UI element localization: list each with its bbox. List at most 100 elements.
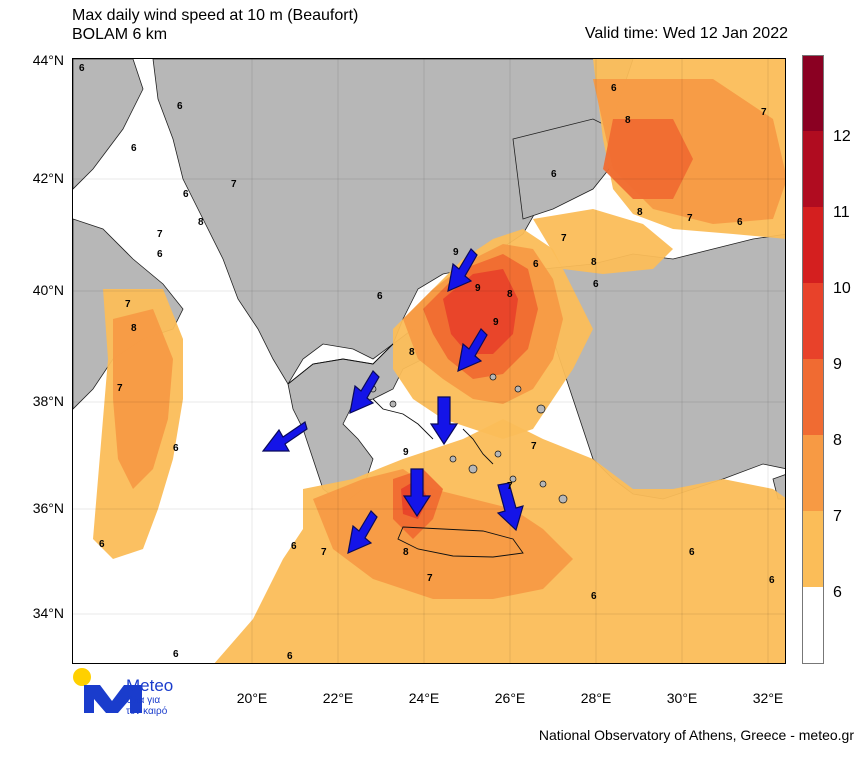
contour-label: 6 [287, 651, 293, 662]
graticule [73, 59, 785, 663]
colorbar-label: 11 [833, 204, 850, 221]
contour-label: 7 [427, 573, 433, 584]
contour-label: 9 [493, 317, 499, 328]
valid-time: Valid time: Wed 12 Jan 2022 [584, 25, 788, 42]
contour-label: 9 [403, 447, 409, 458]
colorbar-segment [803, 435, 823, 511]
title-line-2: BOLAM 6 km [72, 26, 168, 43]
wind-shading [93, 59, 785, 663]
lon-label: 28°E [580, 690, 612, 706]
land-italy [73, 59, 144, 190]
arrow-north-aegean [447, 248, 478, 293]
beaufort-colorbar [802, 55, 824, 664]
contour-label: 7 [231, 179, 237, 190]
contour-label: 9 [453, 247, 459, 258]
lat-label: 44°N [32, 52, 64, 68]
contour-label: 6 [551, 169, 557, 180]
lon-label: 24°E [408, 690, 440, 706]
contour-label: 8 [637, 207, 643, 218]
contour-label: 6 [79, 63, 85, 74]
contour-labels: 6 6 6 6 7 8 7 6 7 8 7 6 6 6 6 6 7 9 8 7 … [79, 63, 775, 662]
contour-label: 9 [475, 283, 481, 294]
contour-label: 7 [561, 233, 567, 244]
contour-label: 7 [157, 229, 163, 240]
contour-label: 7 [117, 383, 123, 394]
logo-tagline: Όλα για τον καιρό [126, 695, 167, 717]
coastlines [287, 343, 524, 558]
colorbar-segment [803, 131, 823, 207]
map-canvas: 6 6 6 6 7 8 7 6 7 8 7 6 6 6 6 6 7 9 8 7 … [73, 59, 785, 663]
arrow-crete-west [347, 510, 378, 555]
lat-label: 36°N [32, 500, 64, 516]
arrow-central-aegean [457, 328, 488, 373]
contour-label: 7 [761, 107, 767, 118]
contour-label: 7 [687, 213, 693, 224]
contour-label: 8 [625, 115, 631, 126]
lat-label: 42°N [32, 170, 64, 186]
wind-map: 6 6 6 6 7 8 7 6 7 8 7 6 6 6 6 6 7 9 8 7 … [72, 58, 786, 664]
contour-label: 6 [533, 259, 539, 270]
lon-label: 22°E [322, 690, 354, 706]
meteo-logo-icon [73, 668, 142, 713]
contour-label: 6 [173, 649, 179, 660]
lon-label: 30°E [666, 690, 698, 706]
colorbar-segment [803, 511, 823, 587]
colorbar-segment [803, 587, 823, 663]
map-title: Max daily wind speed at 10 m (Beaufort) … [72, 6, 358, 44]
lat-label: 34°N [32, 605, 64, 621]
contour-label: 8 [507, 289, 513, 300]
contour-label: 7 [125, 299, 131, 310]
colorbar-segment [803, 56, 823, 131]
wind-arrows [261, 248, 524, 555]
logo-tagline-1: Όλα για [126, 695, 161, 706]
contour-label: 6 [593, 279, 599, 290]
contour-label: 8 [409, 347, 415, 358]
lon-label: 20°E [236, 690, 268, 706]
contour-label: 8 [591, 257, 597, 268]
lon-label: 26°E [494, 690, 526, 706]
contour-label: 6 [177, 101, 183, 112]
arrow-west-aegean [349, 370, 380, 415]
contour-label: 6 [591, 591, 597, 602]
colorbar-label: 9 [833, 356, 842, 373]
contour-label: 6 [377, 291, 383, 302]
arrow-dodecanese [496, 482, 524, 532]
contour-label: 6 [611, 83, 617, 94]
colorbar-segment [803, 359, 823, 435]
contour-label: 8 [403, 547, 409, 558]
shade-7-ionian [113, 309, 173, 489]
arrow-crete-north [402, 468, 432, 518]
contour-label: 7 [531, 441, 537, 452]
shade-9-aegean [443, 269, 518, 354]
logo-tagline-2: τον καιρό [126, 706, 168, 717]
logo-name: Meteo [126, 676, 174, 695]
lat-label: 38°N [32, 393, 64, 409]
colorbar-segment [803, 207, 823, 283]
colorbar-label: 7 [833, 508, 842, 525]
colorbar-label: 12 [833, 128, 851, 145]
colorbar-segment [803, 283, 823, 359]
shade-6-marmara [533, 209, 673, 274]
contour-label: 7 [507, 481, 513, 492]
colorbar-label: 8 [833, 432, 842, 449]
contour-label: 6 [769, 575, 775, 586]
lat-label: 40°N [32, 282, 64, 298]
contour-label: 6 [183, 189, 189, 200]
contour-label: 6 [689, 547, 695, 558]
contour-label: 8 [131, 323, 137, 334]
contour-label: 6 [131, 143, 137, 154]
lon-label: 32°E [752, 690, 784, 706]
shade-7-south [313, 469, 573, 599]
colorbar-label: 10 [833, 280, 851, 297]
title-line-1: Max daily wind speed at 10 m (Beaufort) [72, 7, 359, 24]
contour-label: 6 [173, 443, 179, 454]
shade-8-black [603, 119, 693, 199]
contour-label: 8 [198, 217, 204, 228]
contour-label: 6 [737, 217, 743, 228]
contour-label: 6 [99, 539, 105, 550]
arrow-ionian [261, 421, 308, 452]
contour-label: 7 [321, 547, 327, 558]
credit-text: National Observatory of Athens, Greece -… [538, 727, 854, 743]
land-bulgaria [512, 118, 634, 220]
arrow-cyclades [429, 396, 459, 446]
